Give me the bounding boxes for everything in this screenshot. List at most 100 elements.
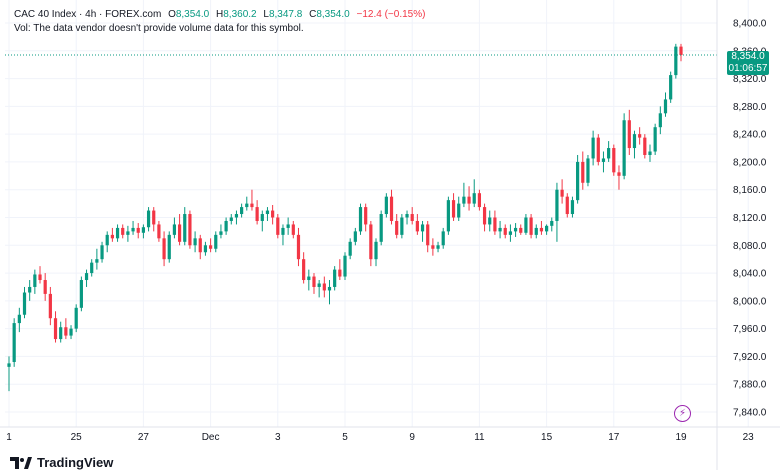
candle[interactable] <box>214 231 218 253</box>
candle[interactable] <box>410 207 414 225</box>
candle[interactable] <box>488 210 492 232</box>
candle[interactable] <box>286 217 290 235</box>
candle[interactable] <box>622 113 626 180</box>
candle[interactable] <box>482 203 487 232</box>
candle[interactable] <box>679 43 683 62</box>
candle[interactable] <box>317 280 321 298</box>
candle[interactable] <box>607 141 611 162</box>
candle[interactable] <box>265 207 270 221</box>
candle[interactable] <box>333 266 337 291</box>
candle[interactable] <box>632 130 637 159</box>
candle[interactable] <box>260 210 264 232</box>
candle[interactable] <box>400 214 404 239</box>
candle[interactable] <box>240 203 244 218</box>
candle[interactable] <box>508 224 513 242</box>
candle[interactable] <box>358 203 363 235</box>
candle[interactable] <box>7 356 11 392</box>
candle[interactable] <box>550 217 554 232</box>
candle[interactable] <box>95 248 99 270</box>
candle[interactable] <box>441 227 445 249</box>
candle[interactable] <box>457 196 461 221</box>
candle[interactable] <box>74 304 78 333</box>
candle[interactable] <box>250 189 254 211</box>
candle[interactable] <box>110 227 114 242</box>
candle[interactable] <box>229 214 233 225</box>
candle[interactable] <box>90 259 94 277</box>
candle[interactable] <box>539 220 544 235</box>
candle[interactable] <box>141 224 146 239</box>
tradingview-logo[interactable]: TradingView <box>10 455 113 470</box>
candle[interactable] <box>348 238 352 260</box>
candle[interactable] <box>302 252 306 284</box>
candle[interactable] <box>451 193 456 221</box>
candle[interactable] <box>131 220 135 235</box>
candle[interactable] <box>612 144 616 176</box>
candle[interactable] <box>529 214 533 239</box>
candle[interactable] <box>307 269 311 291</box>
candle[interactable] <box>343 252 347 281</box>
candle[interactable] <box>586 154 590 187</box>
candle[interactable] <box>84 269 89 287</box>
candle[interactable] <box>353 227 357 246</box>
candle[interactable] <box>22 286 27 319</box>
candle[interactable] <box>648 144 652 162</box>
candle[interactable] <box>653 123 657 155</box>
candle[interactable] <box>53 311 58 343</box>
candle[interactable] <box>467 186 471 211</box>
candle[interactable] <box>79 276 83 312</box>
candle[interactable] <box>415 214 419 235</box>
candle[interactable] <box>379 210 383 246</box>
candle[interactable] <box>291 220 295 239</box>
candle[interactable] <box>208 238 213 253</box>
candle[interactable] <box>669 71 673 103</box>
candle[interactable] <box>69 325 73 340</box>
candle[interactable] <box>674 43 678 79</box>
candle[interactable] <box>193 231 197 253</box>
candle[interactable] <box>33 269 37 294</box>
candle[interactable] <box>157 220 161 242</box>
lightning-icon[interactable]: ⚡ <box>674 405 691 422</box>
candle[interactable] <box>560 179 564 204</box>
candle[interactable] <box>638 127 642 145</box>
candle[interactable] <box>245 196 249 211</box>
candle[interactable] <box>312 273 316 294</box>
candle[interactable] <box>338 259 342 281</box>
candle[interactable] <box>38 266 42 284</box>
candle[interactable] <box>617 165 621 190</box>
candle[interactable] <box>472 179 476 208</box>
time-axis[interactable]: 12527Dec359111517192320266812 <box>6 432 780 443</box>
candle[interactable] <box>462 182 466 208</box>
candle[interactable] <box>658 106 662 135</box>
candle[interactable] <box>493 210 497 235</box>
candle[interactable] <box>544 224 549 235</box>
candle[interactable] <box>627 109 631 155</box>
candle[interactable] <box>152 207 156 232</box>
candle[interactable] <box>64 318 68 340</box>
candle[interactable] <box>271 204 275 225</box>
candle[interactable] <box>296 227 301 267</box>
candle[interactable] <box>431 238 435 256</box>
candle[interactable] <box>446 196 450 235</box>
candle[interactable] <box>203 241 208 256</box>
candle[interactable] <box>224 217 228 235</box>
candle[interactable] <box>121 224 125 239</box>
candle[interactable] <box>436 241 440 253</box>
candle[interactable] <box>389 189 394 225</box>
candle[interactable] <box>477 189 482 211</box>
candle[interactable] <box>126 225 130 242</box>
candle[interactable] <box>327 280 332 305</box>
candle[interactable] <box>322 276 326 298</box>
candle[interactable] <box>100 241 104 263</box>
candle[interactable] <box>591 130 595 166</box>
candle[interactable] <box>105 231 109 253</box>
candle[interactable] <box>281 224 285 246</box>
candle[interactable] <box>663 92 668 117</box>
candle[interactable] <box>513 223 518 237</box>
candle[interactable] <box>28 280 32 301</box>
candle[interactable] <box>498 220 502 239</box>
candle[interactable] <box>276 214 280 239</box>
candle[interactable] <box>369 220 373 267</box>
candle[interactable] <box>17 307 21 333</box>
candle[interactable] <box>146 207 151 232</box>
